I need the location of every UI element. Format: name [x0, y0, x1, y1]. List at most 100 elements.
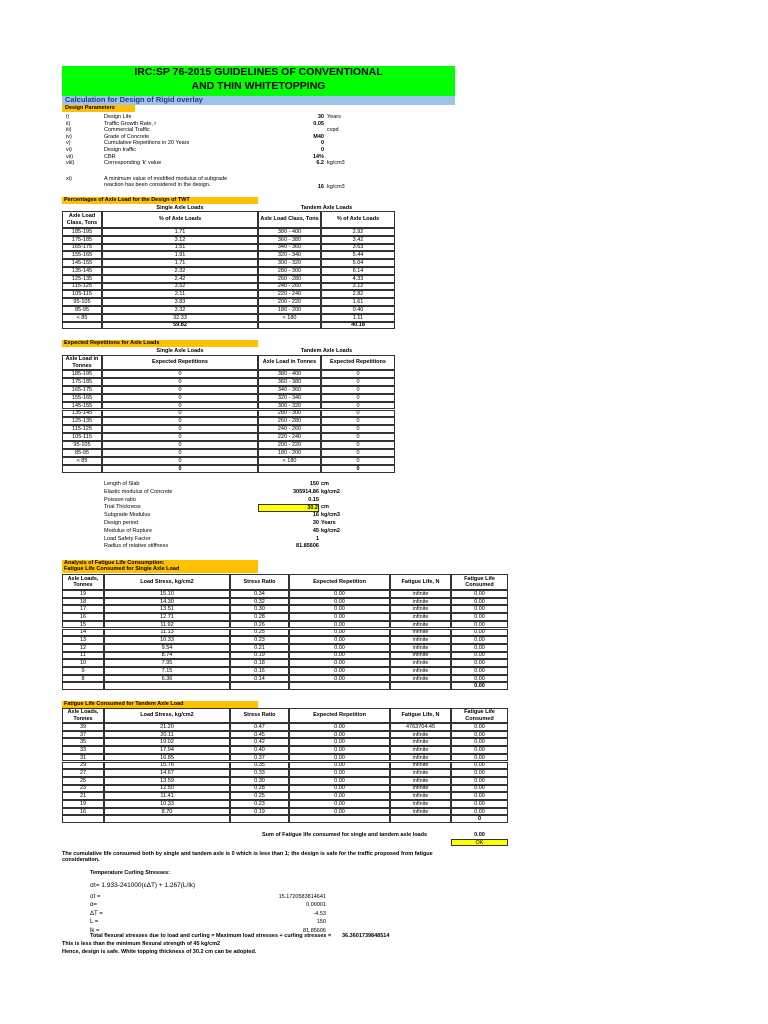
table-cell: 240 - 260 [258, 282, 321, 291]
table-cell: 0.00 [289, 776, 390, 785]
table-cell: 105-115 [62, 433, 102, 442]
table-cell: 14.30 [104, 597, 230, 606]
curling-value: 150 [316, 919, 326, 926]
table-cell: 300 - 320 [258, 259, 321, 267]
table-cell: 39 [62, 723, 104, 731]
column-header: Fatigue Life Consumed [451, 574, 508, 590]
table-cell: 185-195 [62, 370, 102, 378]
table-cell: 0.28 [230, 784, 289, 793]
table-cell: 0 [102, 441, 258, 449]
table-cell: 115-125 [62, 282, 102, 291]
table-cell: 145-155 [62, 259, 102, 267]
table-cell: 16 [62, 807, 104, 816]
table-cell: 19 [62, 590, 104, 598]
table-cell: 320 - 340 [258, 393, 321, 402]
table-cell: 0.28 [230, 613, 289, 621]
param-label: A minimum value of modified modulus of s… [104, 176, 228, 189]
slab-value: 45 [312, 527, 319, 534]
table-cell: < 180 [258, 313, 321, 322]
curling-label: lk = [90, 927, 100, 934]
table-cell: 0 [102, 409, 258, 418]
table-cell: 12 [62, 643, 104, 652]
table-cell: 33 [62, 746, 104, 754]
column-header: Axle Load in Tonnes [258, 355, 321, 370]
table-cell: 135-145 [62, 267, 102, 275]
table-cell: 8.74 [104, 651, 230, 660]
table-cell: 125-135 [62, 417, 102, 426]
table-cell: 0.40 [321, 306, 395, 314]
table-cell: 0.37 [230, 753, 289, 762]
table-cell: 185-195 [62, 228, 102, 236]
note: This is less than the minimum flexural s… [62, 941, 221, 947]
table-cell: 380 - 400 [258, 370, 321, 378]
table-cell: 1.91 [102, 251, 258, 260]
slab-label: Modulus of Rupture [104, 527, 152, 534]
table-cell: 165-175 [62, 385, 102, 394]
table-cell: 0.16 [230, 667, 289, 675]
table-cell: 2.32 [102, 267, 258, 275]
table-cell: 0.30 [230, 776, 289, 785]
table-cell: 0.00 [451, 605, 508, 614]
table-cell [104, 682, 230, 691]
param-no: iii) [66, 127, 72, 134]
table-cell: 0.00 [289, 753, 390, 762]
table-cell: 0 [102, 449, 258, 457]
total-cell: 0.00 [451, 682, 508, 691]
curling-label: ΔT = [90, 910, 103, 917]
table-cell: 12.71 [104, 613, 230, 621]
param-label: Cumulative Repetitions in 20 Years [104, 140, 190, 147]
table-cell: 4763704.45 [390, 723, 451, 731]
table-cell: 95-105 [62, 298, 102, 306]
table-cell [104, 815, 230, 824]
table-cell: 0 [102, 417, 258, 426]
column-header: % of Axle Loads [321, 211, 395, 228]
param-unit: kg/cm3 [327, 160, 345, 167]
table-cell: 10.33 [104, 800, 230, 808]
slab-label: Trial Thickness [104, 504, 141, 511]
table-cell: 0 [321, 393, 395, 402]
table-cell: 0.00 [451, 738, 508, 747]
table-cell: 1.11 [321, 313, 395, 322]
table-cell: 135-145 [62, 409, 102, 418]
param-value: 0 [320, 147, 324, 153]
table-cell: 0 [321, 377, 395, 386]
table-cell: infinite [390, 776, 451, 785]
table-cell: 180 - 200 [258, 449, 321, 457]
table-cell: 6.36 [104, 674, 230, 683]
table-cell: 0 [321, 441, 395, 449]
status: OK [451, 839, 508, 846]
table-title: Analysis of Fatigue Life Consumption: [62, 560, 258, 567]
slab-label: Load Safety Factor [104, 535, 151, 542]
table-cell: 8 [62, 674, 104, 683]
table-cell: 95-105 [62, 441, 102, 449]
table-cell: 0.00 [289, 784, 390, 793]
table-cell: 0.00 [289, 597, 390, 606]
curling-label: α= [90, 902, 97, 909]
table-cell: 0.26 [230, 620, 289, 629]
slab-label: Elastic modulus of Concrete [104, 488, 173, 495]
table-cell: infinite [390, 667, 451, 675]
table-cell: 19.02 [104, 738, 230, 747]
table-cell: 0.00 [289, 651, 390, 660]
table-cell: 21 [62, 792, 104, 800]
table-cell: 280 - 300 [258, 267, 321, 275]
table-cell: 17 [62, 605, 104, 614]
table-cell: 29 [62, 761, 104, 770]
param-label: Commercial Traffic [104, 127, 150, 134]
table-cell: 14 [62, 628, 104, 637]
table-cell: 0 [321, 409, 395, 418]
slab-unit: cm [321, 504, 329, 511]
table-cell: 19 [62, 800, 104, 808]
table-cell: 15 [62, 620, 104, 629]
table-cell [289, 815, 390, 824]
table-cell: 0.00 [289, 636, 390, 644]
column-header: Stress Ratio [230, 574, 289, 590]
table-title: Percentages of Axle Load for the Design … [62, 197, 258, 204]
table-cell: 0.00 [289, 674, 390, 683]
table-cell: 180 - 200 [258, 306, 321, 314]
table-cell: 340 - 360 [258, 385, 321, 394]
table-cell: 0.00 [451, 800, 508, 808]
curling-label: L = [90, 919, 99, 926]
total-cell: 0 [451, 815, 508, 824]
table-cell: 18 [62, 597, 104, 606]
